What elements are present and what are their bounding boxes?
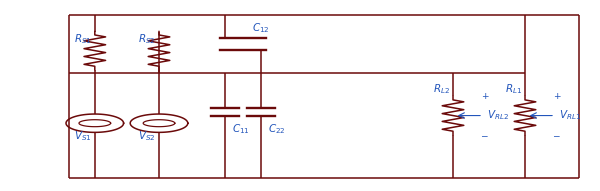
Text: $-$: $-$: [481, 130, 489, 139]
Text: $-$: $-$: [553, 130, 561, 139]
Text: $V_{S2}$: $V_{S2}$: [139, 130, 156, 143]
Text: $R_{S1}$: $R_{S1}$: [74, 32, 92, 46]
Text: $+$: $+$: [481, 91, 489, 101]
Text: $R_{S2}$: $R_{S2}$: [139, 32, 156, 46]
Text: $R_{L1}$: $R_{L1}$: [505, 82, 522, 96]
Text: $+$: $+$: [553, 91, 561, 101]
Text: $V_{RL2}$: $V_{RL2}$: [487, 109, 509, 122]
Text: $C_{12}$: $C_{12}$: [252, 21, 270, 35]
Text: $V_{RL1}$: $V_{RL1}$: [559, 109, 581, 122]
Text: $R_{L2}$: $R_{L2}$: [433, 82, 450, 96]
Text: $C_{22}$: $C_{22}$: [268, 122, 286, 136]
Text: $C_{11}$: $C_{11}$: [232, 122, 250, 136]
Text: $V_{S1}$: $V_{S1}$: [74, 130, 92, 143]
